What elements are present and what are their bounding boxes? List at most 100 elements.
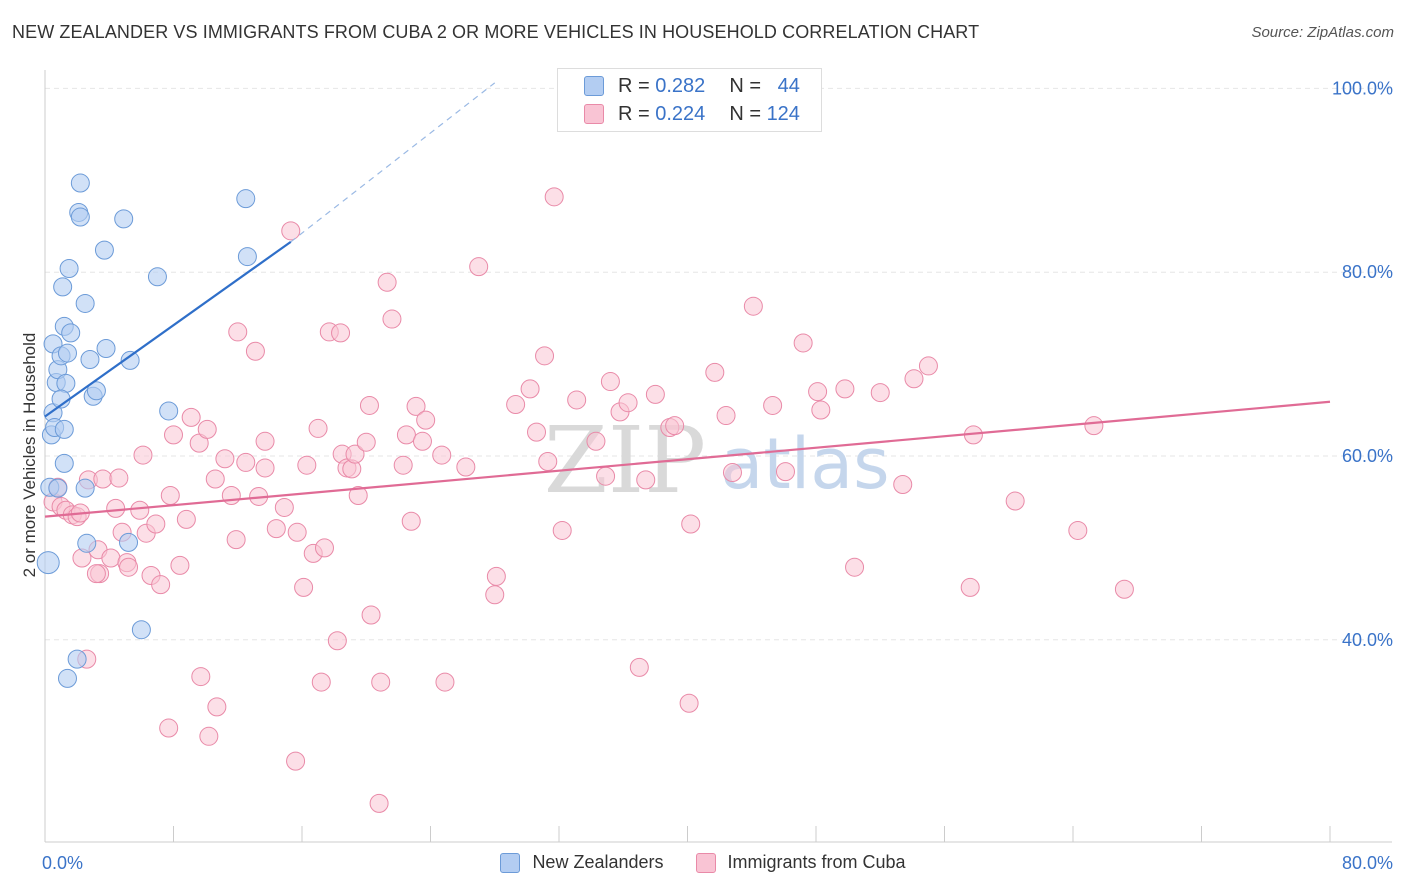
cuba-point xyxy=(960,577,980,597)
cuba-point xyxy=(743,296,763,316)
legend-label: New Zealanders xyxy=(532,852,664,872)
cuba-point xyxy=(636,470,656,490)
cuba-point xyxy=(151,575,171,595)
cuba-point xyxy=(205,469,225,489)
legend-n-label: N = xyxy=(729,102,761,125)
new-zealander-point xyxy=(159,401,179,421)
cuba-point xyxy=(356,432,376,452)
source-credit: Source: ZipAtlas.com xyxy=(1251,24,1394,41)
cuba-point xyxy=(808,382,828,402)
cuba-point xyxy=(245,341,265,361)
cuba-point xyxy=(314,538,334,558)
cuba-point xyxy=(527,422,547,442)
cuba-point xyxy=(255,458,275,478)
cuba-point xyxy=(221,486,241,506)
cuba-point xyxy=(207,697,227,717)
cuba-point xyxy=(722,463,742,483)
new-zealander-point xyxy=(61,323,81,343)
legend-row-new-zealanders: R = 0.282 N = 44 xyxy=(584,75,800,97)
new-zealander-point xyxy=(147,267,167,287)
legend-item-cuba: Immigrants from Cuba xyxy=(695,852,906,873)
new-zealander-point xyxy=(114,209,134,229)
new-zealander-point xyxy=(86,381,106,401)
new-zealander-point xyxy=(67,649,87,669)
tick-labels: 40.0% 60.0% 80.0% 100.0% 0.0% 80.0% xyxy=(42,78,1393,873)
cuba-point xyxy=(93,469,113,489)
cuba-point xyxy=(538,452,558,472)
legend-row-cuba: R = 0.224 N = 124 xyxy=(584,103,800,125)
cuba-point xyxy=(369,793,389,813)
watermark-atlas: atlas xyxy=(720,423,889,505)
cuba-point xyxy=(793,333,813,353)
cuba-point xyxy=(226,530,246,550)
cuba-point xyxy=(506,395,526,415)
cuba-point xyxy=(311,672,331,692)
cuba-point xyxy=(552,520,572,540)
cuba-point xyxy=(86,564,106,584)
cuba-point xyxy=(1084,416,1104,436)
cuba-point xyxy=(870,383,890,403)
cuba-point xyxy=(665,416,685,436)
new-zealander-point xyxy=(75,478,95,498)
y-tick-label: 60.0% xyxy=(1342,446,1393,466)
cuba-point xyxy=(308,418,328,438)
cuba-point xyxy=(382,309,402,329)
cuba-point xyxy=(393,455,413,475)
cuba-point xyxy=(456,457,476,477)
cuba-point xyxy=(327,631,347,651)
trendlines xyxy=(44,82,1331,518)
cuba-point xyxy=(228,322,248,342)
cuba-point xyxy=(345,444,365,464)
cuba-point xyxy=(618,393,638,413)
new-zealander-trendline xyxy=(44,240,292,418)
legend-r-value: 0.224 xyxy=(655,102,706,125)
legend-r-value: 0.282 xyxy=(655,74,706,97)
cuba-point xyxy=(133,445,153,465)
cuba-point xyxy=(176,509,196,529)
new-zealander-point xyxy=(131,620,151,640)
cuba-point xyxy=(835,379,855,399)
y-tick-label: 40.0% xyxy=(1342,630,1393,650)
cuba-point xyxy=(130,500,150,520)
legend-r-label: R = xyxy=(618,102,650,125)
legend-r-label: R = xyxy=(618,74,650,97)
cuba-point xyxy=(401,511,421,531)
legend-item-new-zealanders: New Zealanders xyxy=(500,852,664,873)
cuba-trendline xyxy=(44,400,1331,518)
cuba-point xyxy=(197,419,217,439)
new-zealander-point xyxy=(54,453,74,473)
new-zealander-point xyxy=(70,173,90,193)
cuba-point xyxy=(215,449,235,469)
cuba-point xyxy=(596,466,616,486)
cuba-point xyxy=(904,369,924,389)
legend-n-label: N = xyxy=(729,74,761,97)
cuba-point xyxy=(535,346,555,366)
cuba-point xyxy=(297,455,317,475)
cuba-point xyxy=(716,406,736,426)
cuba-point xyxy=(160,486,180,506)
cuba-point xyxy=(371,672,391,692)
new-zealander-point xyxy=(80,350,100,369)
legend-n-value: 44 xyxy=(777,74,800,97)
blue-points xyxy=(36,173,257,688)
cuba-point xyxy=(255,431,275,451)
y-tick-label: 80.0% xyxy=(1342,262,1393,282)
cuba-point xyxy=(432,445,452,465)
cuba-point xyxy=(361,605,381,625)
cuba-point xyxy=(918,356,938,376)
cuba-point xyxy=(520,379,540,399)
cuba-point xyxy=(763,395,783,415)
cuba-point xyxy=(146,514,166,534)
cuba-point xyxy=(119,557,139,577)
legend-label: Immigrants from Cuba xyxy=(727,852,906,872)
cuba-point xyxy=(416,410,436,430)
cuba-point xyxy=(705,362,725,382)
new-zealander-point xyxy=(59,259,79,279)
cuba-point xyxy=(191,667,211,687)
new-zealander-point xyxy=(120,350,140,370)
cuba-point xyxy=(629,657,649,677)
legend-swatch-blue xyxy=(584,76,604,96)
new-zealander-point xyxy=(236,189,256,209)
new-zealander-trend-extension xyxy=(290,82,496,243)
